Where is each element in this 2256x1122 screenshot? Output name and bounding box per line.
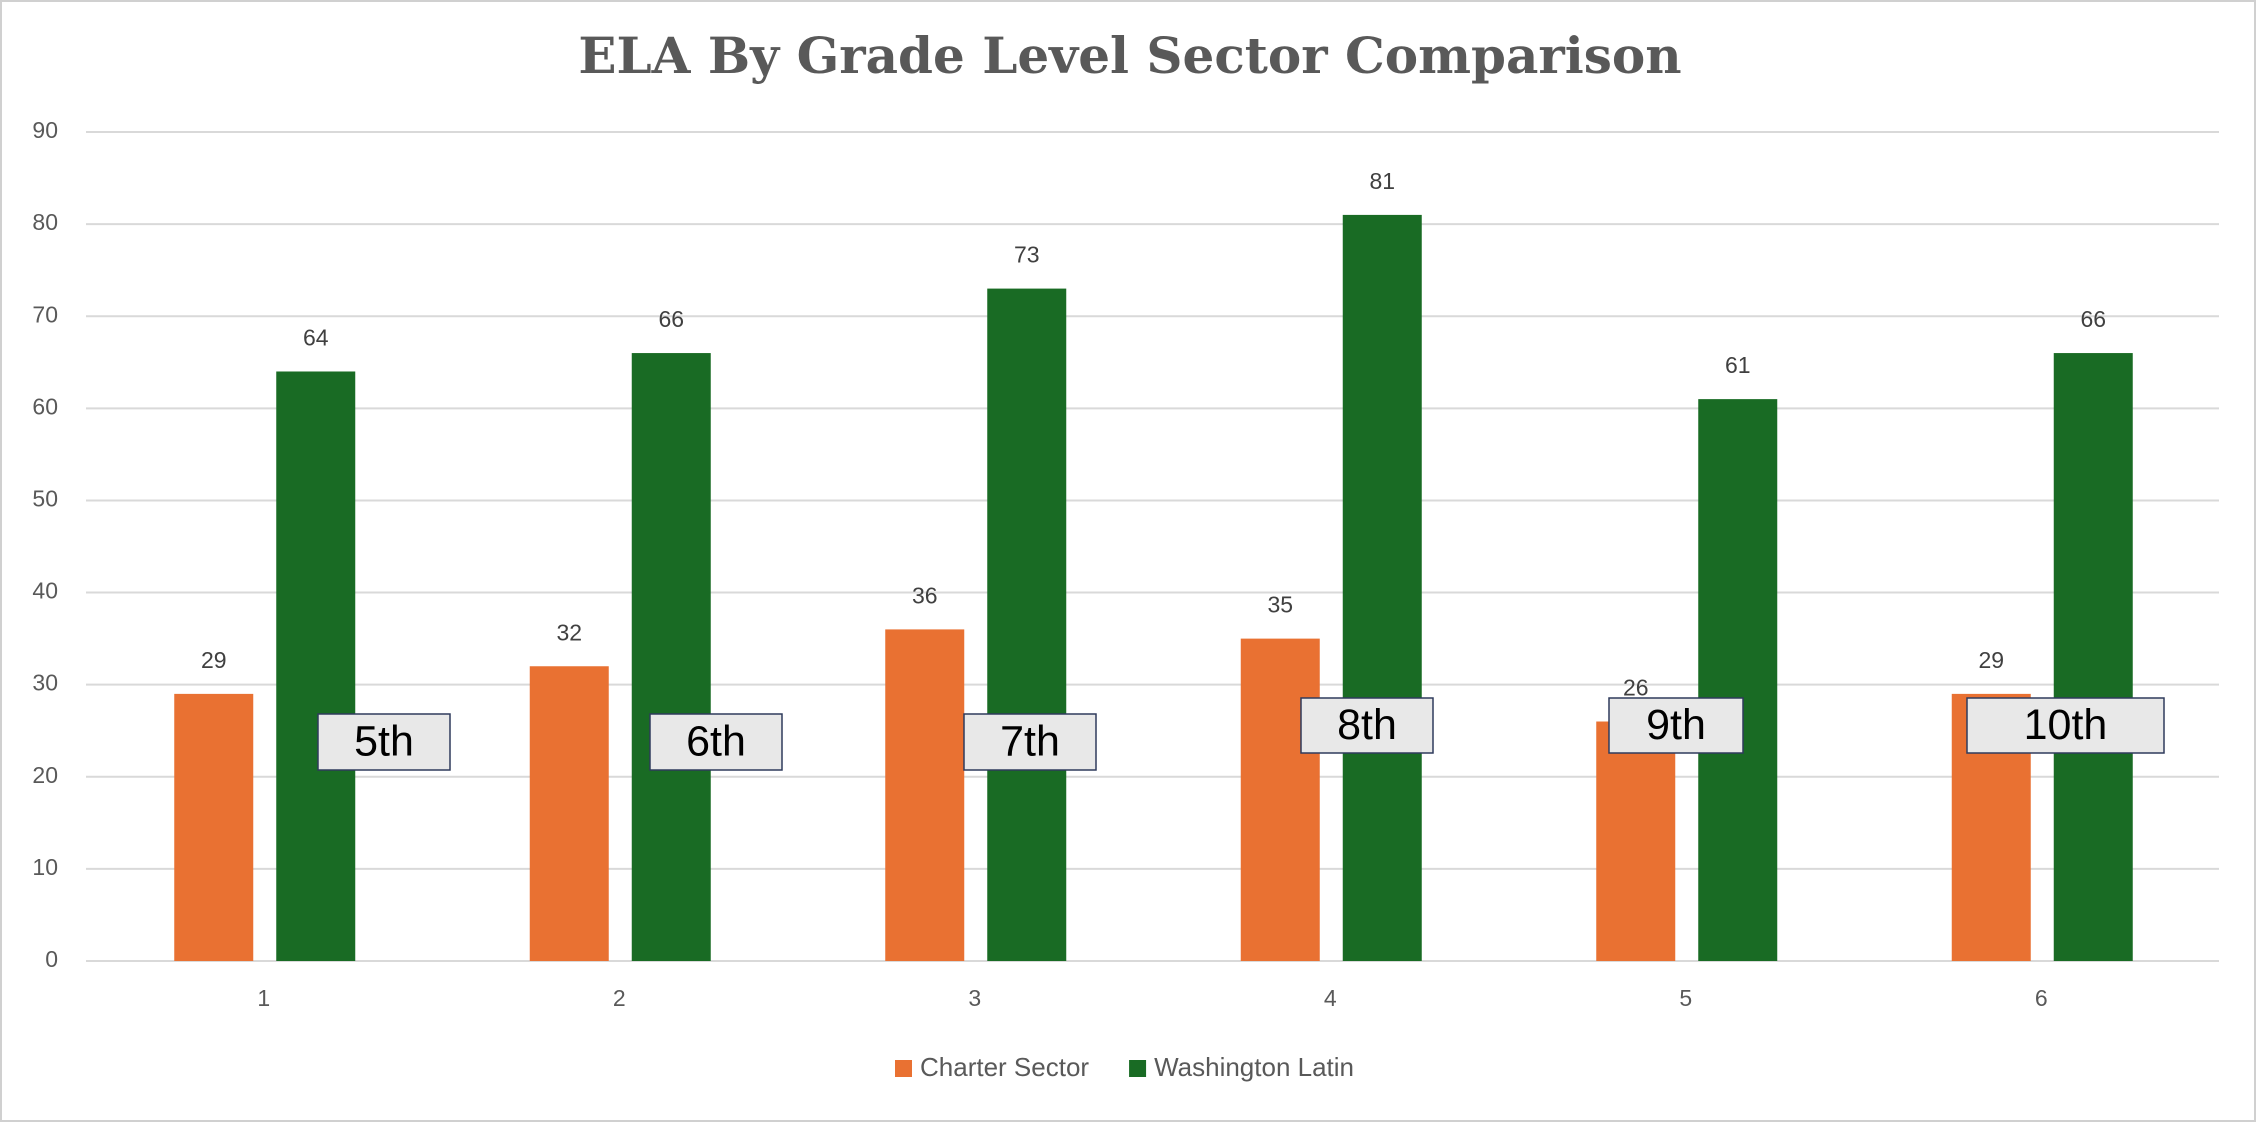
data-label: 64 (303, 325, 329, 351)
x-tick-label: 4 (1324, 985, 1337, 1011)
x-tick-label: 1 (257, 985, 270, 1011)
legend-label: Washington Latin (1154, 1052, 1354, 1082)
annotation-box (1300, 697, 1434, 754)
bar (885, 629, 965, 961)
y-tick-label: 60 (32, 393, 58, 419)
data-label: 32 (556, 619, 582, 645)
annotation: 5th (354, 717, 414, 765)
bar (1596, 721, 1676, 961)
bar (529, 666, 609, 961)
data-label: 66 (2080, 306, 2106, 332)
bar (987, 288, 1067, 962)
bar (1342, 214, 1422, 961)
legend-label: Charter Sector (920, 1052, 1089, 1082)
bar (1698, 399, 1778, 962)
bar (276, 371, 356, 961)
annotation-box (963, 713, 1097, 771)
y-tick-label: 20 (32, 762, 58, 788)
y-tick-label: 30 (32, 670, 58, 696)
data-label: 61 (1725, 352, 1751, 378)
annotation-box (649, 713, 783, 771)
legend-swatch (1129, 1060, 1147, 1077)
y-tick-label: 50 (32, 486, 58, 512)
annotation: 7th (1000, 717, 1060, 765)
data-label: 26 (1623, 675, 1649, 701)
x-tick-label: 5 (1679, 985, 1692, 1011)
x-tick-label: 3 (968, 985, 981, 1011)
annotation-box (317, 713, 451, 771)
bar (631, 353, 711, 962)
chart-title: ELA By Grade Level Sector Comparison (578, 26, 1681, 85)
data-label: 73 (1014, 242, 1040, 268)
data-label: 81 (1369, 168, 1395, 194)
y-tick-label: 10 (32, 854, 58, 880)
data-label: 29 (201, 647, 227, 673)
y-tick-label: 70 (32, 301, 58, 327)
x-tick-label: 2 (613, 985, 626, 1011)
annotation: 6th (686, 717, 746, 765)
y-tick-label: 40 (32, 578, 58, 604)
y-tick-label: 80 (32, 209, 58, 235)
legend-swatch (895, 1060, 912, 1077)
annotation: 10th (2024, 701, 2108, 749)
annotation: 9th (1646, 701, 1706, 749)
y-tick-label: 0 (45, 946, 58, 972)
bar (174, 693, 254, 961)
data-label: 35 (1267, 592, 1293, 618)
x-tick-label: 6 (2035, 985, 2048, 1011)
annotation-box (1608, 697, 1744, 754)
data-label: 36 (912, 582, 938, 608)
y-tick-label: 90 (32, 117, 58, 143)
annotation-box (1966, 697, 2165, 754)
data-label: 66 (658, 306, 684, 332)
bar (2053, 353, 2133, 962)
annotation: 8th (1337, 701, 1397, 749)
bar (1240, 638, 1320, 961)
data-label: 29 (1978, 647, 2004, 673)
